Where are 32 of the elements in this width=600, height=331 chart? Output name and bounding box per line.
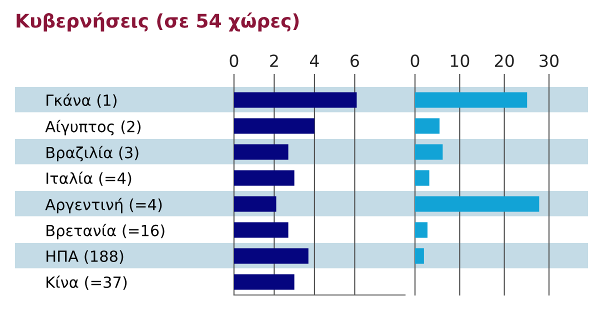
y-tick-label: Βρετανία (=16) [46,224,164,240]
bar [234,196,276,212]
bar [415,144,443,160]
x-tick-label: 30 [540,54,558,68]
x-tick-label: 6 [350,54,359,68]
bar [415,118,440,134]
x-tick-label: 2 [270,54,278,67]
bar [234,274,294,290]
bar [234,170,294,186]
chart-title: Κυβερνήσεις (σε 54 χώρες) [16,12,299,32]
bar [415,248,424,264]
y-tick-label: Αργεντινή (=4) [45,198,162,214]
y-tick-label: Γκάνα (1) [46,94,116,108]
bar [415,222,428,238]
bar [234,144,288,160]
bar [234,118,314,134]
y-tick-label: Βραζιλία (3) [46,146,138,162]
x-tick-label: 4 [310,54,319,67]
bar [234,248,308,264]
y-tick-label: Αίγυπτος (2) [45,120,141,136]
bar [415,92,528,108]
x-tick-label: 0 [230,54,238,68]
y-tick-label: Κίνα (=37) [46,276,127,290]
bar [415,196,540,212]
y-tick-label: ΗΠΑ (188) [46,250,124,264]
x-tick-label: 20 [494,54,514,68]
x-tick-label: 10 [450,54,470,68]
y-tick-label: Ιταλία (=4) [46,172,132,186]
bar [415,170,430,186]
bar [234,92,357,108]
x-tick-label: 0 [410,54,420,68]
bar [234,222,288,238]
